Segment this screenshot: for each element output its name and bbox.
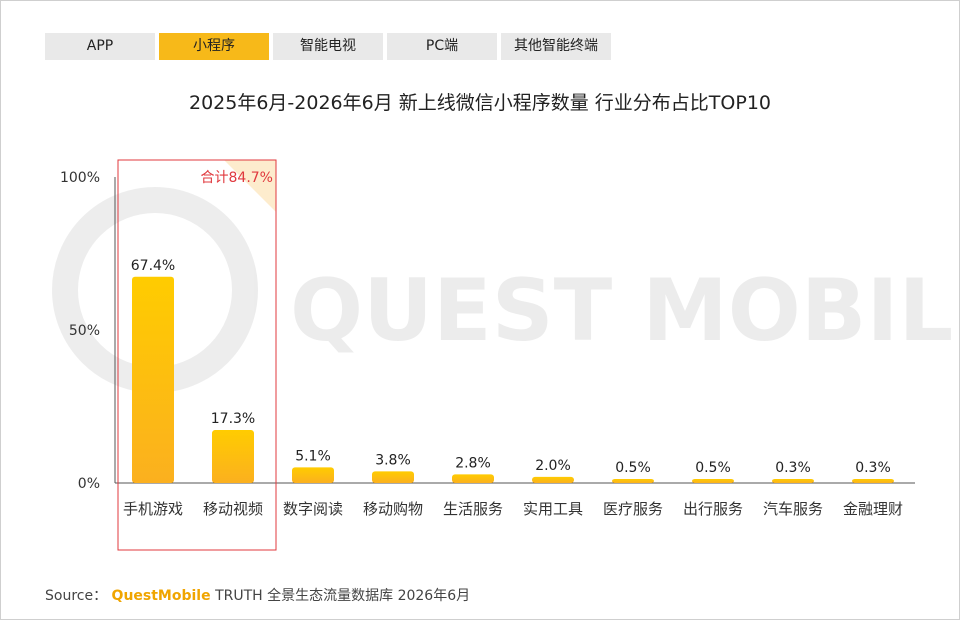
bar-value-label: 17.3% — [211, 411, 255, 427]
x-tick-label: 移动购物 — [363, 500, 423, 518]
x-tick-label: 生活服务 — [443, 500, 503, 518]
bar — [852, 479, 894, 483]
source-prefix: Source： — [45, 588, 108, 604]
bar-value-label: 3.8% — [375, 452, 411, 468]
source-text: TRUTH 全景生态流量数据库 2026年6月 — [215, 588, 471, 604]
highlight-corner — [224, 160, 276, 212]
bar-value-label: 0.5% — [695, 460, 731, 476]
x-tick-label: 数字阅读 — [283, 500, 343, 518]
bar — [452, 474, 494, 483]
bar — [292, 467, 334, 483]
bar — [212, 430, 254, 483]
x-tick-label: 医疗服务 — [603, 500, 663, 518]
tab-mini-program[interactable]: 小程序 — [159, 33, 269, 60]
bar — [532, 476, 574, 483]
watermark-text: QUEST MOBILE — [290, 261, 960, 361]
bar-value-label: 0.3% — [775, 460, 811, 476]
tab-app[interactable]: APP — [45, 33, 155, 60]
bar-value-label: 5.1% — [295, 448, 331, 464]
x-tick-label: 金融理财 — [843, 500, 903, 518]
x-tick-label: 汽车服务 — [763, 500, 823, 518]
y-tick-label: 100% — [60, 170, 100, 186]
tab-bar: APP 小程序 智能电视 PC端 其他智能终端 — [45, 33, 611, 60]
bar — [372, 471, 414, 483]
highlight-box — [117, 159, 277, 551]
watermark: QUEST MOBILE — [52, 187, 960, 393]
x-tick-label: 出行服务 — [683, 500, 743, 518]
bar-value-label: 0.5% — [615, 460, 651, 476]
source-line: Source： QuestMobile TRUTH 全景生态流量数据库 2026… — [45, 585, 470, 605]
tab-pc[interactable]: PC端 — [387, 33, 497, 60]
bar — [612, 479, 654, 483]
x-tick-label: 手机游戏 — [123, 500, 183, 518]
bar-value-label: 2.8% — [455, 455, 491, 471]
x-tick-label: 移动视频 — [203, 500, 263, 518]
bar-value-label: 0.3% — [855, 460, 891, 476]
tab-smart-tv[interactable]: 智能电视 — [273, 33, 383, 60]
y-tick-label: 50% — [69, 323, 100, 339]
highlight-total-label: 合计84.7% — [201, 170, 273, 186]
bar — [692, 479, 734, 483]
tab-other-devices[interactable]: 其他智能终端 — [501, 33, 611, 60]
bar-value-label: 67.4% — [131, 258, 175, 274]
y-tick-label: 0% — [78, 476, 100, 492]
bar — [132, 276, 174, 483]
bar-value-label: 2.0% — [535, 458, 571, 474]
source-brand: QuestMobile — [111, 588, 211, 604]
x-tick-label: 实用工具 — [523, 500, 583, 518]
bar — [772, 479, 814, 483]
chart-title: 2025年6月-2026年6月 新上线微信小程序数量 行业分布占比TOP10 — [188, 92, 771, 114]
